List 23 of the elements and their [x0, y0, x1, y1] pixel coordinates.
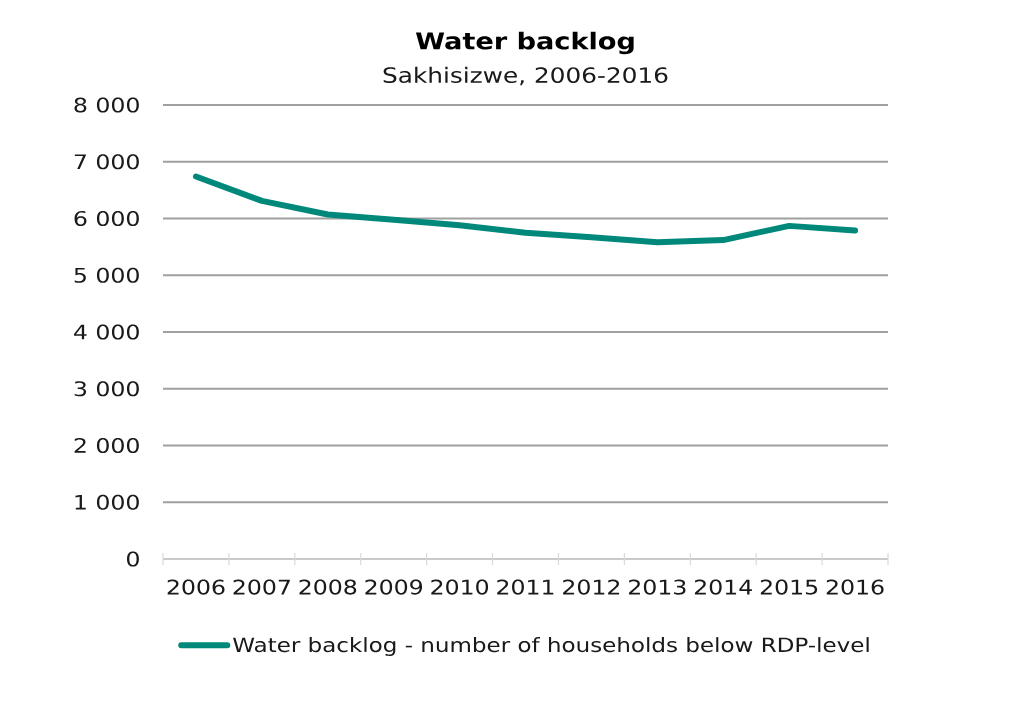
x-tick-label: 2008 [299, 579, 357, 595]
y-tick-label: 7 000 [74, 154, 139, 170]
y-tick-label: 1 000 [75, 494, 139, 510]
x-tick-label: 2014 [694, 579, 752, 595]
legend-label: Water backlog - number of households below RDP-level [233, 637, 869, 656]
x-tick-label: 2013 [629, 579, 686, 595]
y-tick-label: 4 000 [74, 324, 139, 340]
x-tick-label: 2009 [365, 579, 423, 595]
chart-title: Water backlog [415, 31, 634, 55]
y-tick-label: 0 [127, 551, 139, 567]
x-tick-label: 2006 [167, 579, 225, 595]
x-tick-label: 2015 [760, 579, 818, 595]
y-tick-label: 2 000 [74, 437, 139, 454]
x-tick-label: 2016 [826, 579, 884, 595]
x-tick-label: 2012 [563, 579, 620, 595]
y-tick-label: 3 000 [74, 381, 139, 397]
x-tick-label: 2011 [497, 579, 554, 595]
y-tick-label: 5 000 [74, 267, 139, 283]
x-tick-label: 2007 [233, 579, 290, 595]
x-tick-label: 2010 [431, 579, 489, 595]
chart-subtitle: Sakhisizwe, 2006-2016 [383, 66, 668, 86]
y-tick-label: 8 000 [74, 97, 139, 113]
y-tick-label: 6 000 [74, 210, 139, 227]
